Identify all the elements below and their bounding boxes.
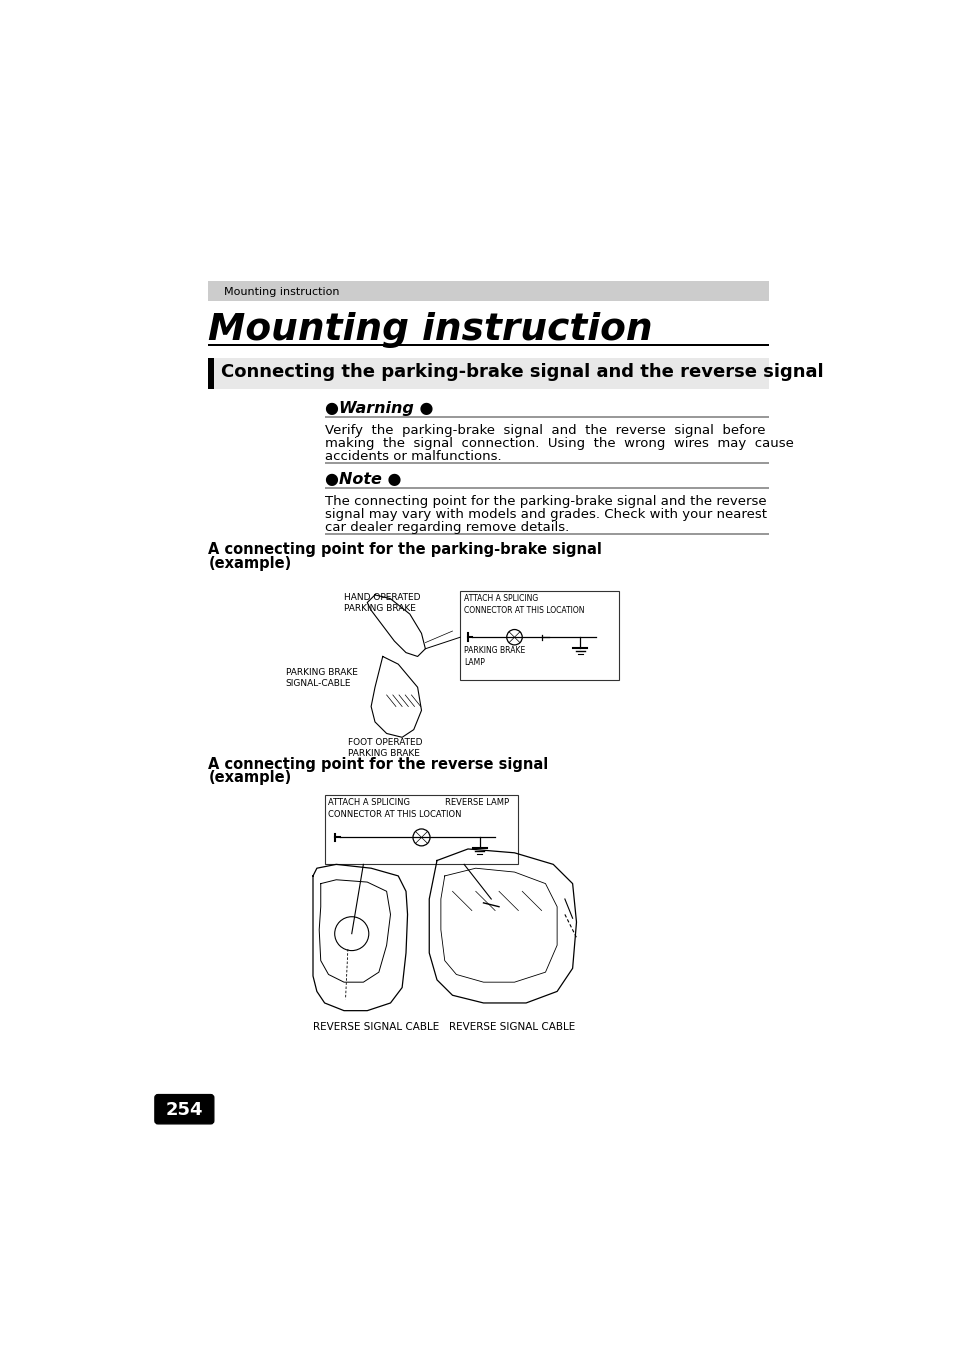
Bar	[324, 416, 769, 417]
Bar	[324, 532, 769, 535]
Text: FOOT OPERATED
PARKING BRAKE: FOOT OPERATED PARKING BRAKE	[348, 738, 422, 758]
Bar	[213, 358, 769, 389]
Text: (example): (example)	[208, 557, 292, 571]
Bar	[324, 462, 769, 463]
Text: REVERSE LAMP: REVERSE LAMP	[444, 798, 508, 807]
Text: PARKING BRAKE
LAMP: PARKING BRAKE LAMP	[464, 646, 525, 667]
Text: car dealer regarding remove details.: car dealer regarding remove details.	[324, 521, 568, 534]
Bar	[208, 358, 213, 389]
Text: signal may vary with models and grades. Check with your nearest: signal may vary with models and grades. …	[324, 508, 766, 521]
Text: making  the  signal  connection.  Using  the  wrong  wires  may  cause: making the signal connection. Using the …	[324, 436, 793, 450]
Text: accidents or malfunctions.: accidents or malfunctions.	[324, 450, 500, 463]
Text: ●Warning ●: ●Warning ●	[324, 401, 433, 416]
Text: A connecting point for the parking-brake signal: A connecting point for the parking-brake…	[208, 543, 601, 558]
Text: Mounting instruction: Mounting instruction	[208, 312, 652, 349]
Text: A connecting point for the reverse signal: A connecting point for the reverse signa…	[208, 757, 548, 771]
Text: ATTACH A SPLICING
CONNECTOR AT THIS LOCATION: ATTACH A SPLICING CONNECTOR AT THIS LOCA…	[464, 594, 584, 615]
FancyBboxPatch shape	[154, 1094, 213, 1124]
Text: The connecting point for the parking-brake signal and the reverse: The connecting point for the parking-bra…	[324, 494, 765, 508]
Text: 254: 254	[166, 1101, 203, 1119]
Text: ATTACH A SPLICING
CONNECTOR AT THIS LOCATION: ATTACH A SPLICING CONNECTOR AT THIS LOCA…	[328, 798, 461, 819]
Text: REVERSE SIGNAL CABLE   REVERSE SIGNAL CABLE: REVERSE SIGNAL CABLE REVERSE SIGNAL CABL…	[313, 1023, 575, 1032]
Bar	[208, 345, 769, 346]
Text: Verify  the  parking-brake  signal  and  the  reverse  signal  before: Verify the parking-brake signal and the …	[324, 424, 764, 436]
Bar	[324, 794, 517, 865]
Text: Mounting instruction: Mounting instruction	[224, 288, 339, 297]
Text: PARKING BRAKE
SIGNAL-CABLE: PARKING BRAKE SIGNAL-CABLE	[286, 667, 357, 688]
Text: (example): (example)	[208, 770, 292, 785]
Bar	[459, 590, 618, 680]
Text: HAND OPERATED
PARKING BRAKE: HAND OPERATED PARKING BRAKE	[344, 593, 420, 613]
Text: Connecting the parking-brake signal and the reverse signal: Connecting the parking-brake signal and …	[220, 363, 822, 381]
Text: ●Note ●: ●Note ●	[324, 471, 400, 486]
Bar	[324, 486, 769, 489]
Bar	[208, 281, 769, 301]
